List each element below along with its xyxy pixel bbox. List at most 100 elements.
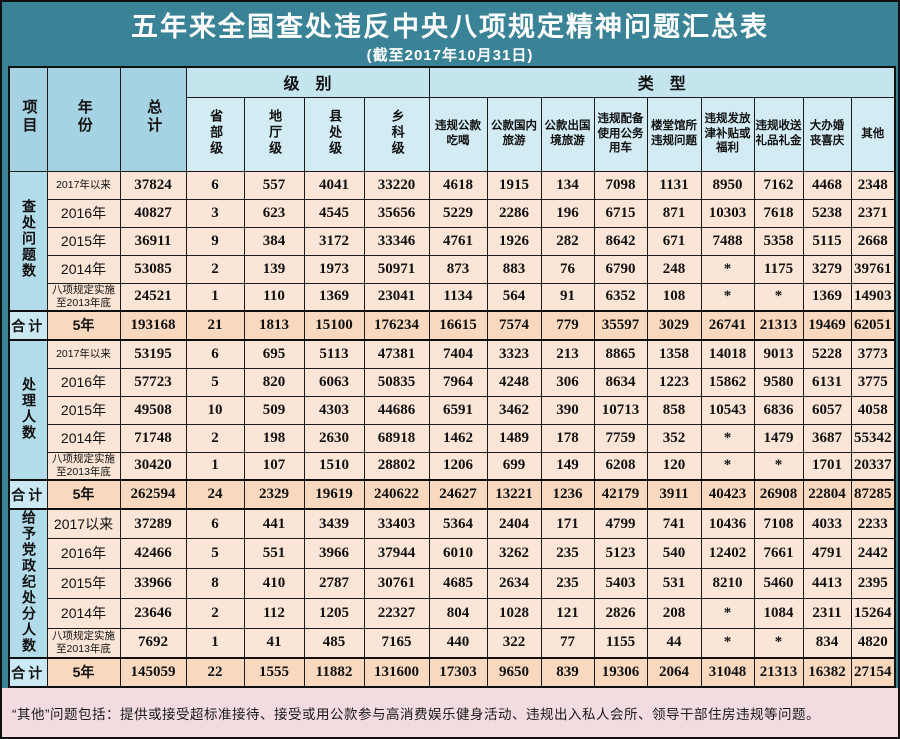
value-cell: 42179 (593, 479, 648, 510)
value-cell: 8210 (700, 568, 755, 599)
type-col-header: 楼堂馆所违规问题 (646, 96, 702, 172)
year-cell: 八项规定实施 至2013年底 (46, 451, 121, 481)
value-cell: 1 (185, 627, 245, 659)
value-cell: 31048 (700, 657, 755, 688)
value-cell: 623 (243, 198, 305, 228)
value-cell: 3262 (486, 538, 542, 570)
value-cell: 2634 (486, 568, 542, 599)
year-cell: 2014年 (46, 254, 121, 284)
value-cell: 5228 (802, 339, 852, 369)
year-cell: 2016年 (46, 367, 121, 397)
year-cell: 八项规定实施 至2013年底 (46, 627, 121, 659)
value-cell: 112 (243, 597, 305, 629)
value-cell: 2233 (850, 508, 896, 540)
value-cell: 410 (243, 568, 305, 599)
table-row: 2016年 40827 3 623 4545 35656 5229 2286 196 6715 87… (9, 198, 896, 228)
value-cell: 44686 (363, 395, 430, 425)
value-cell: 5460 (753, 568, 804, 599)
table-row: 查处问题数 2017年以来 37824 6 557 4041 33220 4618 1915 13… (8, 170, 896, 312)
value-cell: 4820 (850, 627, 896, 659)
value-cell: 21 (185, 310, 245, 341)
type-col-header: 大办婚丧喜庆 (802, 96, 852, 172)
value-cell: 3279 (802, 254, 852, 284)
value-cell: 10436 (700, 508, 755, 540)
value-cell: 5238 (802, 198, 852, 228)
value-cell: 322 (486, 627, 542, 659)
value-cell: 213 (540, 339, 595, 369)
year-cell: 2015年 (46, 568, 121, 599)
value-cell: 21313 (753, 657, 804, 688)
value-cell: 4799 (593, 508, 648, 540)
total-cell: 57723 (119, 367, 187, 397)
value-cell: * (700, 282, 755, 312)
value-cell: 557 (243, 170, 305, 200)
total-year-cell: 5年 (46, 310, 121, 341)
value-cell: 5 (185, 367, 245, 397)
value-cell: 5115 (802, 226, 852, 256)
value-cell: 1915 (486, 170, 542, 200)
value-cell: 2442 (850, 538, 896, 570)
value-cell: * (753, 451, 804, 481)
value-cell: 384 (243, 226, 305, 256)
value-cell: 485 (303, 627, 365, 659)
value-cell: 3775 (850, 367, 896, 397)
value-cell: 5 (185, 538, 245, 570)
value-cell: 108 (646, 282, 702, 312)
value-cell: 6352 (593, 282, 648, 312)
total-cell: 40827 (119, 198, 187, 228)
value-cell: 10 (185, 395, 245, 425)
value-cell: 5123 (593, 538, 648, 570)
value-cell: 47381 (363, 339, 430, 369)
value-cell: 7618 (753, 198, 804, 228)
value-cell: 3773 (850, 339, 896, 369)
value-cell: 4791 (802, 538, 852, 570)
value-cell: 235 (540, 568, 595, 599)
value-cell: 1358 (646, 339, 702, 369)
value-cell: 22 (185, 657, 245, 688)
value-cell: 196 (540, 198, 595, 228)
value-cell: 3323 (486, 339, 542, 369)
value-cell: 198 (243, 423, 305, 453)
value-cell: 131600 (363, 657, 430, 688)
value-cell: 6 (185, 339, 245, 369)
value-cell: 10543 (700, 395, 755, 425)
value-cell: 208 (646, 597, 702, 629)
value-cell: 2826 (593, 597, 648, 629)
value-cell: 1131 (646, 170, 702, 200)
value-cell: 2668 (850, 226, 896, 256)
group-header-level: 级 别 (185, 66, 430, 98)
value-cell: 2371 (850, 198, 896, 228)
section-label: 给予党政纪处分人数 (8, 508, 48, 659)
value-cell: 1155 (593, 627, 648, 659)
value-cell: 9580 (753, 367, 804, 397)
footnote-text: “其他”问题包括：提供或接受超标准接待、接受或用公款参与高消费娱乐健身活动、违规… (12, 706, 820, 722)
value-cell: 87285 (850, 479, 896, 510)
value-cell: 9650 (486, 657, 542, 688)
value-cell: 19469 (802, 310, 852, 341)
value-cell: 149 (540, 451, 595, 481)
value-cell: * (700, 423, 755, 453)
table-row: 2014年 23646 2 112 1205 22327 804 1028 121 2826 208… (9, 597, 896, 629)
level-col-header: 县处级 (303, 96, 365, 172)
section-label: 处理人数 (8, 339, 48, 481)
value-cell: 171 (540, 508, 595, 540)
value-cell: 6131 (802, 367, 852, 397)
value-cell: * (700, 597, 755, 629)
value-cell: 121 (540, 597, 595, 629)
value-cell: 2 (185, 254, 245, 284)
value-cell: 4545 (303, 198, 365, 228)
value-cell: 20337 (850, 451, 896, 481)
value-cell: 282 (540, 226, 595, 256)
value-cell: 441 (243, 508, 305, 540)
value-cell: 33220 (363, 170, 430, 200)
header-row-groups: 项目 年份 总计级 别类 型 (8, 66, 896, 172)
value-cell: * (753, 282, 804, 312)
value-cell: 3462 (486, 395, 542, 425)
value-cell: 1084 (753, 597, 804, 629)
value-cell: 7165 (363, 627, 430, 659)
value-cell: 91 (540, 282, 595, 312)
table-row: 2015年 33966 8 410 2787 30761 4685 2634 235 5403 53… (9, 568, 896, 599)
value-cell: 68918 (363, 423, 430, 453)
corner-header-year-text: 年份 (75, 99, 93, 136)
value-cell: 24627 (428, 479, 488, 510)
